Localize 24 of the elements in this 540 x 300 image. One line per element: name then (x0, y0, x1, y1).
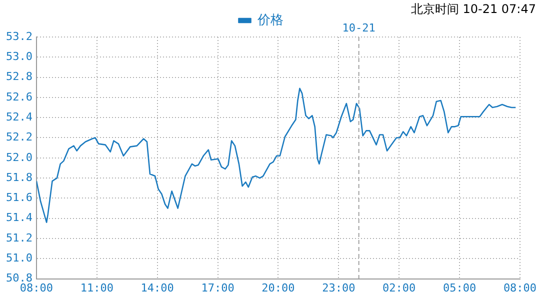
x-tick-label: 14:00 (140, 281, 174, 294)
y-tick-label: 51.8 (6, 170, 32, 184)
text: 北京时间 10-21 07:47 (410, 2, 536, 16)
x-tick-label: 05:00 (443, 281, 476, 294)
y-tick-label: 51.6 (6, 191, 32, 204)
x-tick-label: 20:00 (262, 281, 295, 294)
x-tick-label: 17:00 (201, 281, 234, 294)
y-tick-label: 52.6 (6, 90, 32, 104)
ref-line-label: 10-21 (342, 21, 376, 34)
x-tick-label: 08:00 (20, 281, 54, 294)
y-tick-label: 51.2 (6, 231, 32, 244)
y-tick-label: 53.2 (6, 30, 32, 43)
x-tick-label: 11:00 (80, 281, 114, 294)
y-tick-label: 52.2 (6, 130, 32, 144)
x-tick-label: 23:00 (322, 281, 356, 294)
y-tick-label: 52.4 (6, 110, 33, 124)
legend-label: 价格 (256, 12, 284, 28)
x-tick-label: 02:00 (382, 281, 416, 294)
y-tick-label: 52.8 (6, 70, 32, 84)
y-tick-label: 51.0 (6, 252, 32, 265)
y-tick-label: 51.4 (6, 211, 33, 224)
y-tick-label: 52.0 (6, 150, 32, 164)
x-tick-label: 08:00 (503, 281, 537, 294)
y-tick-label: 53.0 (6, 50, 32, 64)
